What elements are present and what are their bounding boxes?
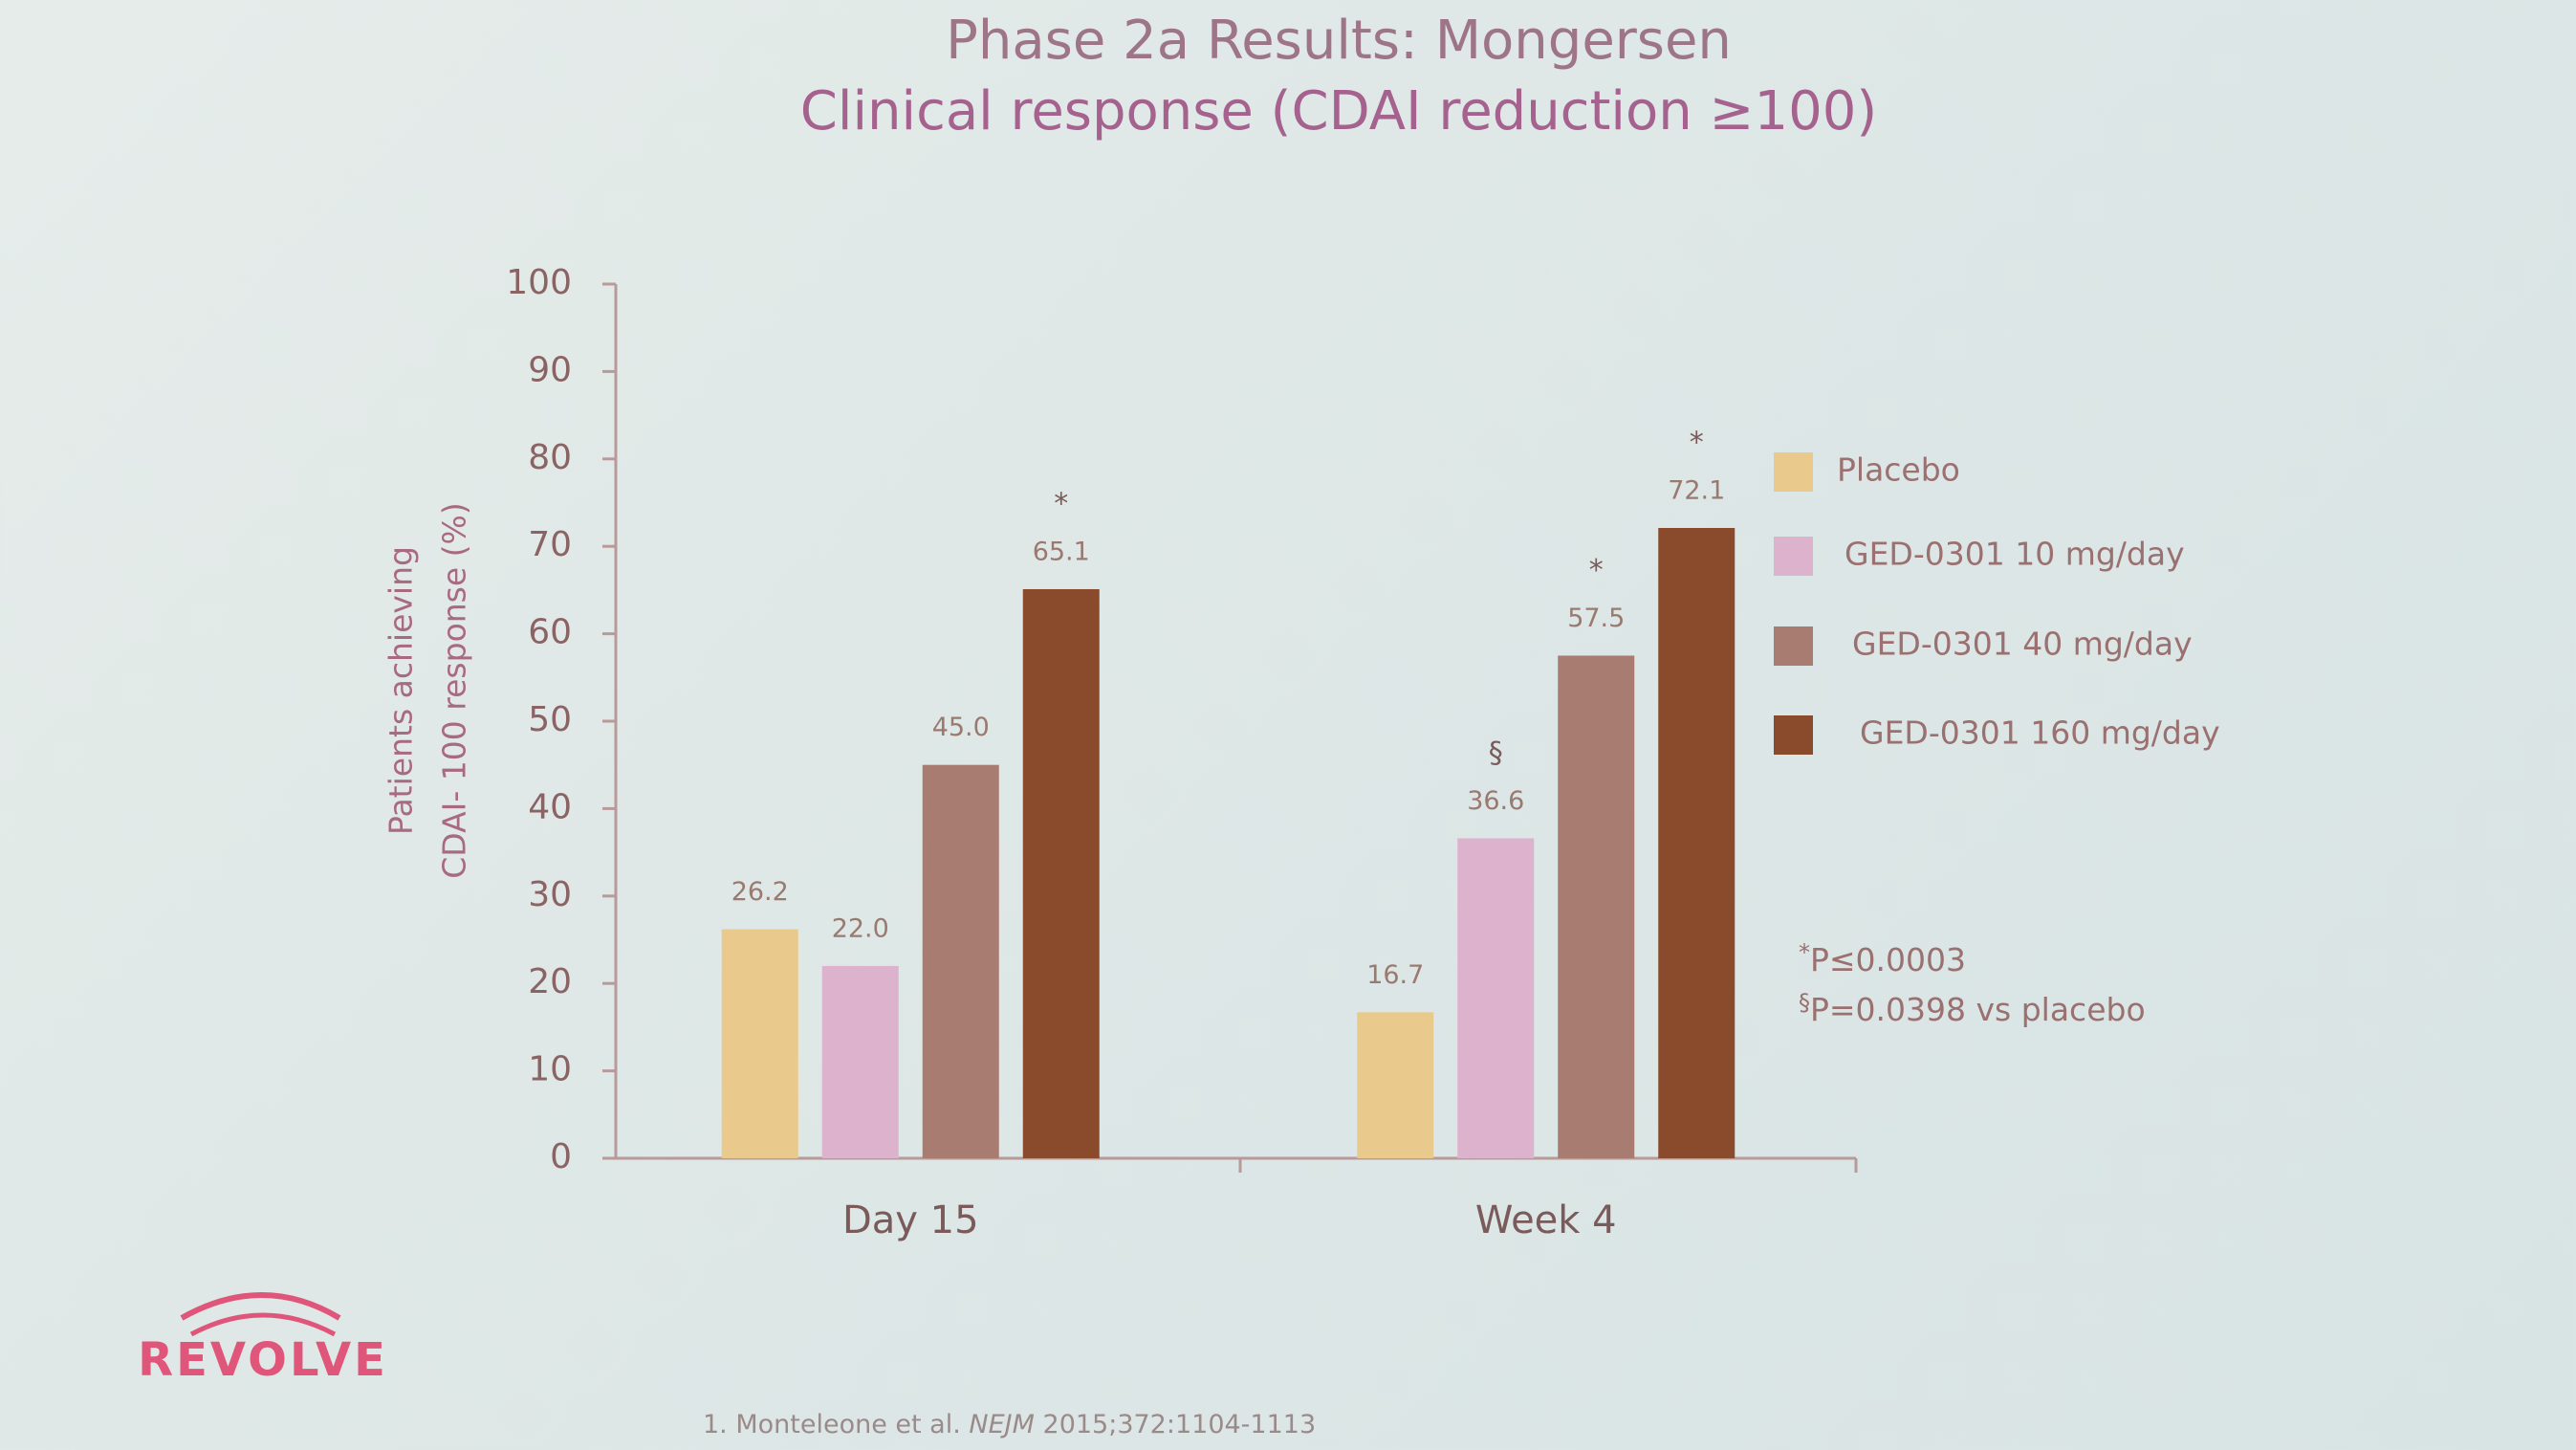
- bar: [922, 764, 999, 1158]
- bar: [721, 929, 798, 1158]
- y-tick-label: 30: [528, 875, 572, 914]
- footnote-text: P≤0.0003: [1810, 941, 1966, 978]
- y-tick-label: 60: [528, 613, 572, 652]
- bar: [1658, 528, 1736, 1158]
- bar: [1022, 588, 1100, 1158]
- legend-swatch: [1774, 537, 1813, 576]
- legend-swatch: [1774, 715, 1813, 755]
- y-axis-label-line: Patients achieving: [382, 546, 420, 835]
- y-tick-label: 50: [528, 700, 572, 739]
- y-tick-label: 90: [528, 350, 572, 389]
- citation-text: 1. Monteleone et al.: [703, 1410, 969, 1439]
- bar: [821, 965, 899, 1158]
- value-label: 72.1: [1668, 476, 1725, 506]
- significance-marker: *: [1690, 427, 1704, 460]
- y-axis-label: Patients achieving CDAI- 100 response (%…: [382, 502, 473, 879]
- y-tick-label: 80: [528, 438, 572, 477]
- y-tick-label: 100: [506, 263, 572, 302]
- legend-label: GED-0301 10 mg/day: [1845, 536, 2185, 573]
- citation: 1. Monteleone et al. NEJM 2015;372:1104-…: [703, 1410, 1316, 1439]
- citation-text: 2015;372:1104-1113: [1043, 1410, 1317, 1439]
- value-label: 65.1: [1033, 537, 1090, 566]
- title: Phase 2a Results: Mongersen: [946, 10, 1732, 72]
- x-tick-label: Day 15: [842, 1198, 979, 1242]
- footnote-symbol: §: [1799, 989, 1810, 1016]
- bar: [1558, 655, 1635, 1158]
- legend-swatch: [1774, 452, 1813, 492]
- logo-arc: [189, 1312, 337, 1337]
- legend-label: GED-0301 160 mg/day: [1860, 714, 2220, 752]
- value-label: 57.5: [1567, 604, 1625, 633]
- bar: [1357, 1012, 1434, 1158]
- value-label: 36.6: [1467, 786, 1524, 816]
- footnote-symbol: *: [1799, 939, 1810, 966]
- subtitle: Clinical response (CDAI reduction ≥100): [800, 80, 1877, 143]
- y-tick-label: 40: [528, 787, 572, 826]
- footnote: §P=0.0398 vs placebo: [1799, 989, 2146, 1028]
- logo-arc: [180, 1292, 341, 1321]
- value-label: 22.0: [832, 913, 889, 943]
- bar: [1457, 838, 1535, 1158]
- value-label: 16.7: [1366, 960, 1424, 990]
- footnote-text: P=0.0398 vs placebo: [1810, 991, 2146, 1028]
- legend-label: GED-0301 40 mg/day: [1852, 626, 2193, 663]
- value-label: 45.0: [932, 713, 990, 742]
- footnote: *P≤0.0003: [1799, 939, 1966, 978]
- legend-swatch: [1774, 626, 1813, 666]
- significance-marker: *: [1589, 554, 1604, 587]
- significance-marker: §: [1489, 736, 1503, 770]
- significance-marker: *: [1054, 487, 1068, 520]
- y-axis-label-line: CDAI- 100 response (%): [436, 502, 473, 879]
- legend-label: Placebo: [1837, 451, 1960, 489]
- logo-text: REVOLVE: [138, 1333, 388, 1387]
- y-tick-label: 20: [528, 962, 572, 1001]
- y-tick-label: 0: [550, 1137, 572, 1176]
- y-tick-label: 70: [528, 525, 572, 564]
- x-tick-label: Week 4: [1475, 1198, 1617, 1242]
- citation-journal: NEJM: [969, 1410, 1035, 1439]
- logo: REVOLVE: [138, 1292, 388, 1387]
- value-label: 26.2: [731, 877, 789, 907]
- y-tick-label: 10: [528, 1050, 572, 1089]
